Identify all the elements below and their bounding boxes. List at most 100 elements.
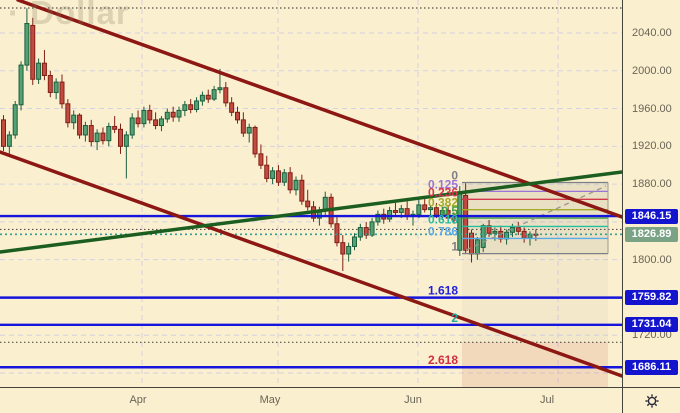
price-level-badge: 1686.11 [625,359,678,375]
ascending-trend-line[interactable] [0,170,622,254]
fib-dashed-diagonal[interactable] [465,185,607,251]
candle-body [340,242,346,255]
candle-up [322,191,328,217]
time-tick-label: Apr [129,394,147,406]
candle-body [118,128,123,147]
candle-body [486,225,492,234]
candle-body [445,210,451,219]
candle-down [47,70,53,98]
candle-down [275,165,281,186]
candle-down [340,235,346,272]
price-level-badge: 1826.89 [625,226,678,242]
candle-down [135,110,141,128]
candle-body [387,210,393,220]
candle-down [486,219,492,237]
candle-up [106,122,112,147]
candle-down [188,99,194,114]
candle-body [240,119,246,134]
candle-up [199,91,205,106]
price-tick-label: 2040.00 [632,26,672,39]
candle-body [305,200,311,208]
candle-down [252,125,258,158]
axis-settings-button[interactable] [622,387,680,413]
candle-up [123,131,129,179]
candle-body [398,208,404,213]
candle-up [164,108,170,123]
candle-body [12,104,18,136]
candle-up [428,204,434,217]
candle-body [18,64,24,106]
candle-down [235,106,240,124]
lower-channel-line[interactable] [0,150,622,378]
candle-body [275,170,281,183]
fib-level-label: 0.618 [428,212,458,226]
candle-body [229,102,235,113]
candle-body [36,62,42,80]
candle-body [246,126,252,134]
candle-down [30,17,36,85]
candle-down [147,104,153,124]
candle-up [6,131,12,154]
candle-body [217,87,223,91]
fib-level-label: 0.382 [428,196,458,210]
candle-body [492,230,498,234]
upper-channel-line[interactable] [16,0,622,219]
fib-level-label: 0.5 [441,204,458,218]
candle-down [515,221,521,236]
candle-down [65,99,71,128]
candle-body [123,134,129,147]
candle-body [480,225,486,248]
fib-level-label: 0 [451,168,458,182]
candle-body [223,87,229,104]
candle-body [428,207,434,211]
candle-down [88,119,94,147]
candle-up [82,121,88,142]
chart-pane[interactable]: 0 0.125 0.236 0.382 0.5 0.618 0.786 1 1.618 2 2.61… [0,0,622,387]
candle-body [287,172,293,191]
candle-down [229,97,235,117]
price-tick-label: 2000.00 [632,64,672,77]
candle-body [369,221,375,236]
candle-down [170,106,176,122]
candle-body [129,117,135,136]
candle-body [147,109,153,121]
candle-body [463,194,469,251]
candle-body [357,227,363,238]
price-level-badge: 1846.15 [625,208,678,224]
time-axis[interactable]: Apr May Jun Jul [0,387,622,413]
candle-body [82,125,88,136]
candle-down [334,216,340,247]
candle-up [281,168,287,186]
fib-shaded-zone [462,342,608,387]
candle-body [469,232,474,255]
candle-down [258,144,264,169]
candle-body [457,191,463,251]
candle-body [47,74,53,93]
candle-up [293,176,299,196]
candle-down [305,189,311,211]
fib-level-label: 2.618 [428,353,458,367]
price-tick-label: 1800.00 [632,253,672,266]
candle-body [194,100,200,110]
candle-down [264,155,270,183]
price-axis[interactable]: 2040.00 2000.00 1960.00 1920.00 1880.00 1800.… [622,0,680,387]
candle-body [77,114,83,136]
candle-body [363,227,369,236]
candle-body [252,126,258,155]
candle-body [164,111,170,120]
candle-up [270,167,276,185]
price-tick-label: 1720.00 [632,329,672,342]
candle-down [299,174,305,205]
candle-up [410,210,416,226]
candle-body [30,24,36,80]
candle-up [12,100,18,139]
candle-body [100,132,106,142]
candle-up [246,123,252,143]
candle-body [24,23,30,66]
candle-up [129,113,135,139]
candle-down [240,112,246,137]
price-tick-label: 1880.00 [632,178,672,191]
candle-body [71,114,77,124]
